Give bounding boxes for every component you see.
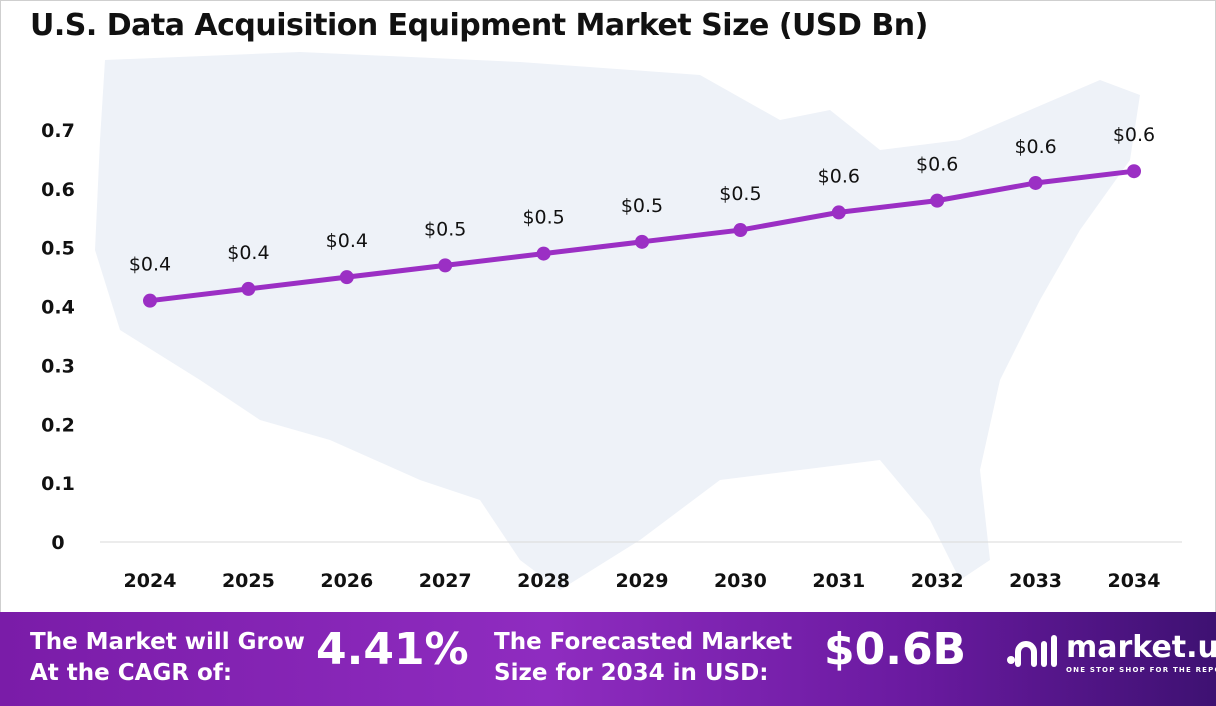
data-point <box>831 205 846 220</box>
y-tick-label: 0.6 <box>41 179 75 201</box>
x-tick-label: 2031 <box>812 570 865 592</box>
x-tick-label: 2030 <box>714 570 767 592</box>
data-label: $0.6 <box>1113 124 1155 146</box>
data-label: $0.5 <box>522 207 564 229</box>
footer-banner: The Market will Grow At the CAGR of: 4.4… <box>0 612 1216 706</box>
us-map-background <box>95 52 1140 590</box>
data-point <box>241 281 256 296</box>
data-point <box>635 234 649 249</box>
data-point <box>339 270 354 285</box>
data-point <box>143 293 157 308</box>
data-label: $0.6 <box>818 165 860 187</box>
data-label: $0.4 <box>129 254 171 276</box>
logo-tagline: ONE STOP SHOP FOR THE REPORTS <box>1066 666 1216 674</box>
market-us-logo[interactable]: market.us ONE STOP SHOP FOR THE REPORTS <box>1006 630 1216 679</box>
line-chart: 0 0.1 0.2 0.3 0.4 0.5 0.6 0.7 2024 2025 2026 2027 2… <box>41 52 1182 592</box>
y-tick-label: 0.1 <box>41 473 75 495</box>
x-tick-label: 2034 <box>1108 570 1161 592</box>
data-point <box>733 223 748 238</box>
cagr-label-line1: The Market will Grow <box>30 629 305 655</box>
forecast-label-line2: Size for 2034 in USD: <box>494 660 769 686</box>
x-tick-label: 2027 <box>419 570 472 592</box>
data-point <box>1127 164 1141 179</box>
data-label: $0.6 <box>1014 136 1056 158</box>
data-point <box>1028 175 1043 190</box>
forecast-value: $0.6B <box>824 624 967 675</box>
logo-name: market.us <box>1066 630 1216 665</box>
y-tick-label: 0.4 <box>41 297 75 319</box>
y-tick-label: 0.2 <box>41 414 75 436</box>
y-tick-label: 0.7 <box>41 120 75 142</box>
data-label: $0.4 <box>326 230 368 252</box>
x-tick-label: 2029 <box>616 570 669 592</box>
data-point <box>536 246 551 261</box>
y-tick-label: 0.5 <box>41 238 75 260</box>
y-tick-label: 0.3 <box>41 355 75 377</box>
x-tick-label: 2024 <box>124 570 177 592</box>
data-point <box>930 193 945 208</box>
x-tick-label: 2028 <box>517 570 570 592</box>
data-label: $0.5 <box>621 195 663 217</box>
x-tick-label: 2033 <box>1009 570 1062 592</box>
data-label: $0.5 <box>719 183 761 205</box>
data-label: $0.6 <box>916 154 958 176</box>
logo-icon <box>1007 635 1057 667</box>
data-label: $0.5 <box>424 218 466 240</box>
data-label: $0.4 <box>227 242 269 264</box>
x-tick-label: 2032 <box>911 570 964 592</box>
cagr-label: The Market will Grow At the CAGR of: <box>30 627 305 689</box>
cagr-label-line2: At the CAGR of: <box>30 660 233 686</box>
data-point <box>438 258 453 273</box>
y-tick-label: 0 <box>51 532 64 554</box>
x-tick-label: 2026 <box>320 570 373 592</box>
x-tick-label: 2025 <box>222 570 275 592</box>
chart-title: U.S. Data Acquisition Equipment Market S… <box>30 8 928 43</box>
forecast-label-line1: The Forecasted Market <box>494 629 793 655</box>
forecast-label: The Forecasted Market Size for 2034 in U… <box>494 627 792 689</box>
cagr-value: 4.41% <box>316 624 469 675</box>
